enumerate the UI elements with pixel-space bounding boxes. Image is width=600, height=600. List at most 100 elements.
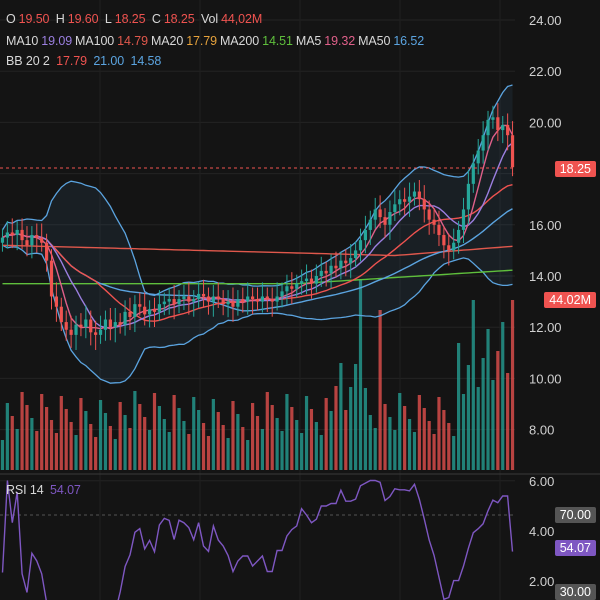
price-tick-label: 22.00 xyxy=(529,64,562,79)
candle-body xyxy=(89,319,93,333)
volume-bar xyxy=(461,394,466,470)
volume-bar xyxy=(79,398,83,470)
volume-bar xyxy=(216,412,220,470)
candle-body xyxy=(300,281,304,284)
volume-bar xyxy=(182,421,186,470)
candle-body xyxy=(10,232,14,236)
candle-body xyxy=(172,299,176,305)
candle-body xyxy=(471,163,475,184)
candle-body xyxy=(324,270,328,274)
volume-bar xyxy=(30,418,34,470)
volume-bar xyxy=(486,329,490,470)
candle-body xyxy=(216,296,220,300)
volume-bars xyxy=(0,280,515,470)
volume-bar xyxy=(0,440,5,470)
candle-body xyxy=(118,322,122,325)
candle-body xyxy=(54,296,59,307)
volume-bar xyxy=(270,405,274,470)
price-tick-label: 12.00 xyxy=(529,320,562,335)
candle-body xyxy=(368,219,372,230)
volume-bar xyxy=(143,417,147,470)
volume-value: 44,02M xyxy=(221,12,263,26)
volume-bar xyxy=(280,431,284,470)
volume-bar xyxy=(44,407,49,470)
volume-bar xyxy=(49,420,54,470)
candle-body xyxy=(103,319,108,330)
candle-body xyxy=(162,301,166,305)
ma-value: 14.51 xyxy=(262,34,293,48)
volume-bar xyxy=(241,427,245,470)
candle-body xyxy=(447,245,451,251)
ma-label: MA20 xyxy=(150,34,184,48)
volume-bar xyxy=(491,380,495,470)
ma-label: MA5 xyxy=(295,34,322,48)
candle-body xyxy=(427,209,431,220)
candle-body xyxy=(432,219,436,225)
volume-bar xyxy=(285,394,289,470)
volume-bar xyxy=(221,425,225,470)
low-value: 18.25 xyxy=(114,12,146,26)
price-tick-label: 24.00 xyxy=(529,13,562,28)
rsi-70-tag: 70.00 xyxy=(554,507,596,523)
volume-bar xyxy=(510,300,515,470)
ohlc-legend: O 19.50 H 19.60 L 18.25 C 18.25 Vol 44,02M xyxy=(6,12,265,26)
high-label: H xyxy=(55,12,65,26)
ma100-line xyxy=(2,244,513,257)
ma-value: 19.32 xyxy=(324,34,356,48)
volume-bar xyxy=(89,424,93,470)
volume-bar xyxy=(123,415,127,470)
volume-bar xyxy=(329,411,333,470)
candle-body xyxy=(506,124,510,136)
ma-legend: MA10 19.09 MA100 14.79 MA20 17.79 MA200 14.51 MA… xyxy=(6,34,427,48)
candle-body xyxy=(496,117,500,131)
candle-body xyxy=(334,265,338,269)
volume-bar xyxy=(147,430,152,470)
low-label: L xyxy=(104,12,112,26)
candle-body xyxy=(236,299,240,307)
open-label: O xyxy=(6,12,16,26)
candle-body xyxy=(290,286,294,289)
candle-body xyxy=(295,283,299,289)
candle-body xyxy=(40,237,44,243)
candle-body xyxy=(206,296,211,302)
candle-body xyxy=(452,242,456,251)
candle-body xyxy=(398,199,402,205)
ma-label: MA200 xyxy=(219,34,260,48)
candle-body xyxy=(378,209,382,218)
volume-bar xyxy=(496,351,500,470)
volume-bar xyxy=(334,386,338,470)
candle-body xyxy=(260,296,265,302)
candle-body xyxy=(79,324,83,328)
volume-bar xyxy=(452,436,456,470)
candle-body xyxy=(108,319,112,328)
candle-body xyxy=(123,311,127,325)
bb-upper-value: 21.00 xyxy=(93,54,125,68)
candle-body xyxy=(437,224,441,236)
volume-bar xyxy=(197,410,201,470)
volume-bar xyxy=(177,408,181,470)
candle-body xyxy=(84,319,88,328)
volume-bar xyxy=(231,401,235,470)
candle-body xyxy=(285,286,289,292)
volume-label: Vol xyxy=(200,12,219,26)
open-value: 19.50 xyxy=(18,12,50,26)
candle-body xyxy=(5,232,9,238)
candle-body xyxy=(94,332,98,335)
volume-bar xyxy=(398,393,402,470)
candle-body xyxy=(25,240,29,246)
candle-body xyxy=(138,304,142,307)
candle-body xyxy=(221,299,225,305)
candle-body xyxy=(226,301,230,305)
ma-value: 17.79 xyxy=(186,34,217,48)
volume-bar xyxy=(236,414,240,470)
volume-bar xyxy=(113,439,117,470)
volume-bar xyxy=(422,408,426,470)
ma-label: MA100 xyxy=(75,34,115,48)
price-tick-label: 16.00 xyxy=(529,218,562,233)
volume-bar xyxy=(250,403,255,470)
price-tick-label: 2.00 xyxy=(529,574,554,589)
candle-body xyxy=(309,278,314,284)
candle-body xyxy=(211,296,215,302)
volume-bar xyxy=(211,399,215,470)
candle-body xyxy=(412,191,417,197)
